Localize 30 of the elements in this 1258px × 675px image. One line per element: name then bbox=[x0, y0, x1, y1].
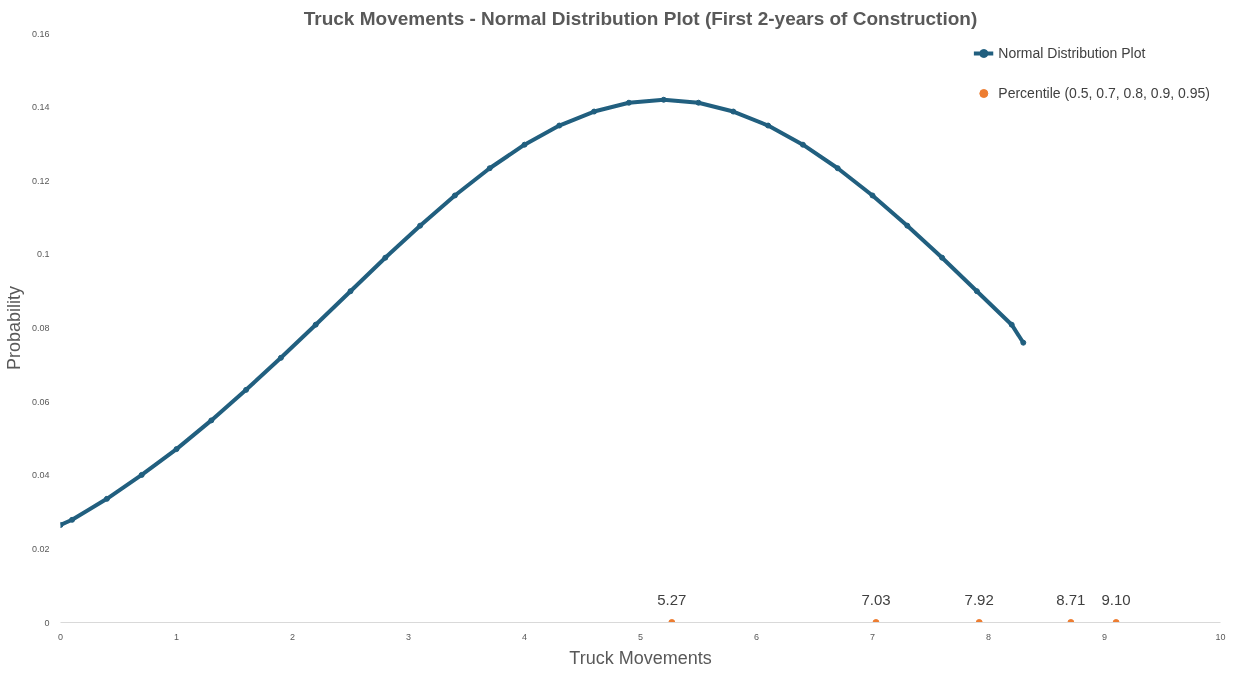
y-tick-label: 0.14 bbox=[31, 102, 50, 113]
annotation: 5.27 bbox=[657, 590, 687, 608]
x-tick-label: 8 bbox=[986, 631, 992, 642]
x-tick-label: 2 bbox=[290, 631, 296, 642]
y-axis-title: Probability bbox=[3, 285, 24, 371]
y-tick-label: 0.12 bbox=[31, 175, 50, 186]
annotation: 7.03 bbox=[861, 590, 891, 608]
annotation: 9.10 bbox=[1101, 590, 1131, 608]
x-tick-label: 4 bbox=[522, 631, 528, 642]
legend-label: Percentile (0.5, 0.7, 0.8, 0.9, 0.95) bbox=[998, 85, 1210, 101]
y-tick-label: 0.1 bbox=[36, 249, 50, 260]
x-tick-label: 10 bbox=[1215, 631, 1226, 642]
x-tick-label: 1 bbox=[174, 631, 180, 642]
y-tick-label: 0.06 bbox=[31, 396, 50, 407]
annotation: 8.71 bbox=[1056, 590, 1086, 608]
y-tick-label: 0.02 bbox=[31, 543, 50, 554]
legend-label: Normal Distribution Plot bbox=[998, 45, 1146, 61]
annotation: 7.92 bbox=[964, 590, 994, 608]
y-tick-label: 0.08 bbox=[31, 323, 50, 333]
x-axis-title: Truck Movements bbox=[569, 647, 712, 668]
y-tick-label: 0 bbox=[44, 617, 50, 628]
y-tick-label: 0.04 bbox=[31, 470, 50, 481]
chart-title: Truck Movements - Normal Distribution Plot (First 2-years of Construction) bbox=[303, 7, 978, 29]
x-tick-label: 5 bbox=[638, 631, 644, 642]
y-tick-label: 0.16 bbox=[31, 28, 50, 39]
x-tick-label: 3 bbox=[406, 631, 412, 642]
x-tick-label: 0 bbox=[58, 631, 64, 642]
x-tick-label: 7 bbox=[870, 631, 876, 642]
x-tick-label: 6 bbox=[754, 631, 760, 642]
x-tick-label: 9 bbox=[1102, 631, 1108, 642]
